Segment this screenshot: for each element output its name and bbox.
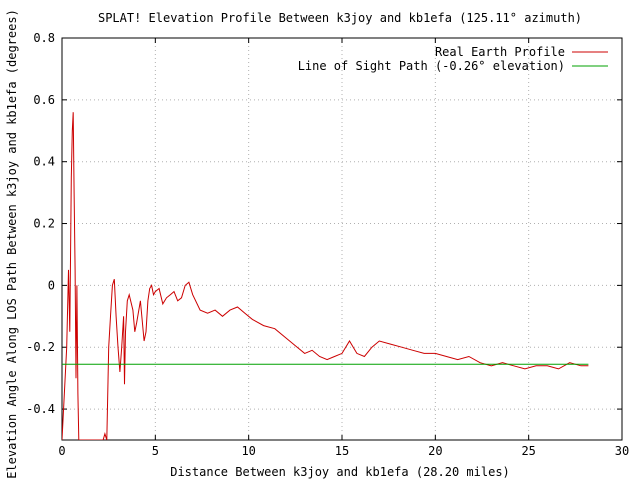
x-tick-label: 30 [615, 444, 629, 458]
y-tick-label: 0 [48, 278, 55, 292]
legend-label: Line of Sight Path (-0.26° elevation) [298, 59, 565, 73]
chart-title: SPLAT! Elevation Profile Between k3joy a… [98, 11, 582, 25]
x-tick-label: 5 [152, 444, 159, 458]
x-axis-ticks: 0 5 10 15 20 25 30 [58, 38, 629, 458]
x-tick-label: 15 [335, 444, 349, 458]
y-tick-label: 0.4 [33, 155, 55, 169]
y-axis-ticks: -0.4 -0.2 0 0.2 0.4 0.6 0.8 [26, 31, 622, 416]
real-earth-profile-line [62, 112, 589, 440]
legend-label: Real Earth Profile [435, 45, 565, 59]
x-tick-label: 20 [428, 444, 442, 458]
y-tick-label: -0.4 [26, 402, 55, 416]
grid-lines [62, 37, 622, 440]
y-axis-label: Elevation Angle Along LOS Path Between k… [5, 9, 19, 479]
y-tick-label: 0.8 [33, 31, 55, 45]
x-tick-label: 25 [521, 444, 535, 458]
y-tick-label: 0.2 [33, 217, 55, 231]
y-tick-label: -0.2 [26, 340, 55, 354]
series-layer [62, 112, 589, 440]
x-tick-label: 0 [58, 444, 65, 458]
x-axis-label: Distance Between k3joy and kb1efa (28.20… [170, 465, 510, 479]
y-tick-label: 0.6 [33, 93, 55, 107]
x-tick-label: 10 [241, 444, 255, 458]
